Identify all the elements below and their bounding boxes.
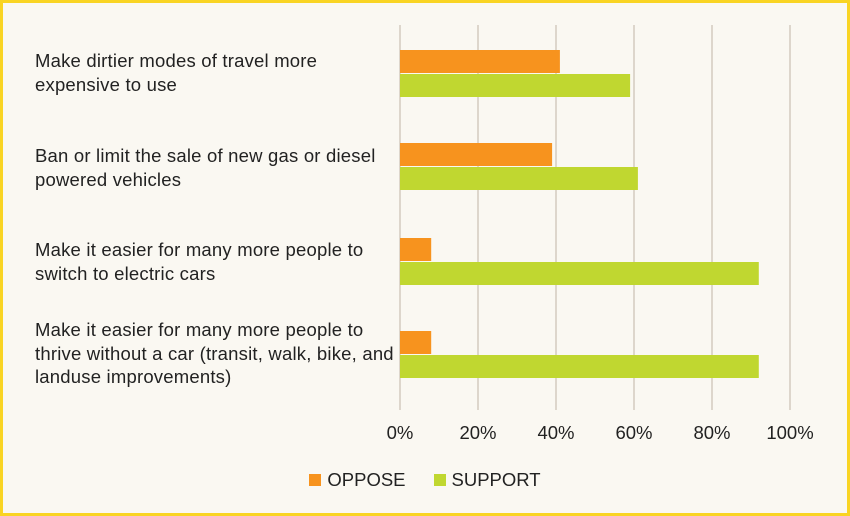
x-tick-label-2: 40% [537, 422, 574, 443]
legend-item-oppose: OPPOSE [309, 469, 406, 491]
bar-oppose-1 [400, 143, 553, 166]
bar-support-1 [400, 167, 638, 190]
legend-swatch-support [433, 474, 446, 486]
bar-oppose-2 [400, 238, 432, 261]
category-label-ban-gas-vehicles: Ban or limit the sale of new gas or dies… [35, 145, 376, 190]
bar-oppose-3 [400, 331, 432, 354]
legend: OPPOSE SUPPORT [0, 469, 850, 491]
category-label-dirtier-modes: Make dirtier modes of travel more expens… [35, 50, 318, 95]
bar-support-2 [400, 262, 759, 285]
legend-label-oppose: OPPOSE [327, 469, 406, 490]
x-tick-label-0: 0% [387, 422, 414, 443]
x-tick-label-3: 60% [615, 422, 652, 443]
bar-support-0 [400, 74, 631, 97]
category-label-electric-cars: Make it easier for many more people to s… [35, 239, 364, 284]
x-tick-label-1: 20% [459, 422, 496, 443]
x-tick-label-4: 80% [693, 422, 730, 443]
legend-swatch-oppose [309, 474, 322, 486]
legend-item-support: SUPPORT [433, 469, 541, 491]
legend-label-support: SUPPORT [451, 469, 541, 490]
bar-support-3 [400, 355, 759, 378]
category-label-thrive-without-car: Make it easier for many more people to t… [35, 319, 394, 387]
bar-oppose-0 [400, 50, 560, 73]
x-tick-label-5: 100% [766, 422, 813, 443]
